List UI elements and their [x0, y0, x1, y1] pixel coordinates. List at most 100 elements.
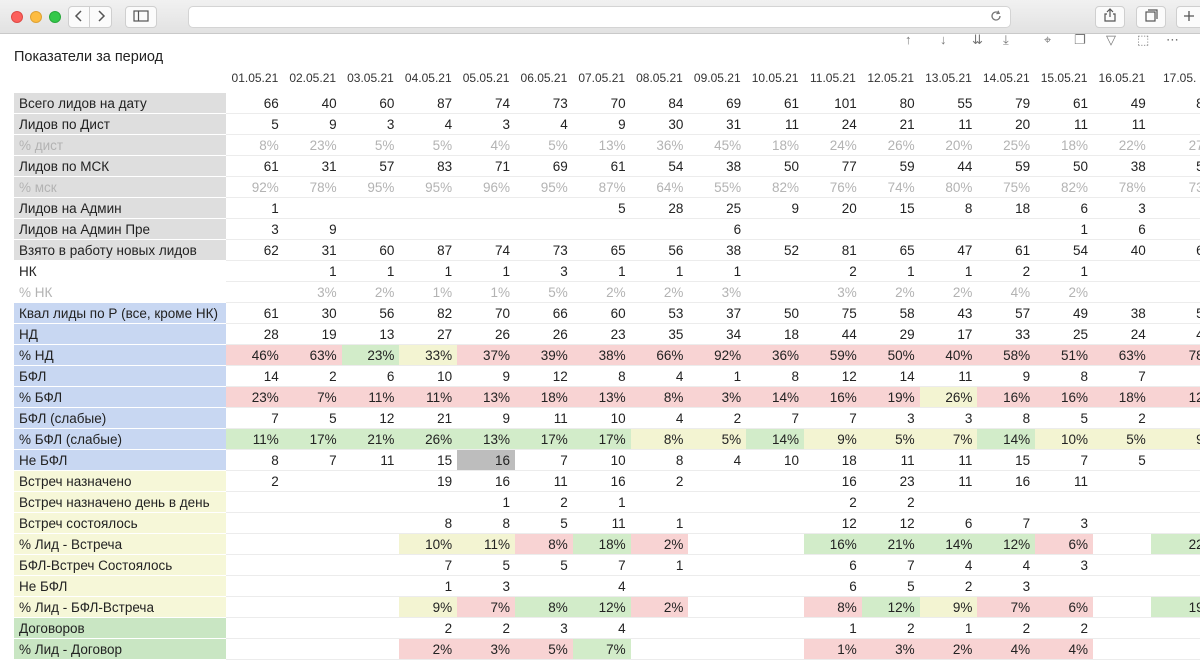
value-cell[interactable]: 5% [515, 639, 573, 660]
value-cell[interactable]: 12% [572, 597, 631, 618]
value-cell[interactable] [688, 492, 747, 513]
value-cell[interactable] [1093, 513, 1151, 534]
value-cell[interactable]: 45% [688, 135, 747, 156]
value-cell[interactable] [1150, 408, 1200, 429]
value-cell[interactable]: 4 [399, 114, 458, 135]
value-cell[interactable]: 30 [283, 303, 342, 324]
value-cell[interactable] [804, 219, 862, 240]
value-cell[interactable]: 1 [457, 261, 515, 282]
value-cell[interactable]: 4 [919, 555, 978, 576]
value-cell[interactable]: 15 [861, 198, 920, 219]
value-cell[interactable]: 5 [515, 555, 573, 576]
value-cell[interactable]: 44 [919, 156, 978, 177]
value-cell[interactable]: 13% [457, 429, 515, 450]
value-cell[interactable]: 59 [861, 156, 920, 177]
value-cell[interactable]: 26 [515, 324, 573, 345]
value-cell[interactable] [1150, 576, 1200, 597]
date-column-header[interactable]: 07.05.21 [578, 71, 626, 85]
value-cell[interactable]: 4% [977, 282, 1036, 303]
value-cell[interactable]: 79 [977, 93, 1036, 114]
value-cell[interactable]: 11% [399, 387, 458, 408]
value-cell[interactable] [341, 618, 400, 639]
value-cell[interactable]: 16 [804, 471, 862, 492]
value-cell[interactable] [1150, 366, 1200, 387]
value-cell[interactable]: 27 [1150, 135, 1200, 156]
value-cell[interactable]: 14% [746, 387, 804, 408]
value-cell[interactable]: 19 [283, 324, 342, 345]
value-cell[interactable]: 11 [341, 450, 400, 471]
value-cell[interactable]: 69 [515, 156, 573, 177]
row-header[interactable]: % БФЛ [14, 387, 226, 408]
value-cell[interactable]: 5 [226, 114, 284, 135]
value-cell[interactable]: 9 [572, 114, 631, 135]
date-column-header[interactable]: 10.05.21 [751, 71, 799, 85]
value-cell[interactable] [515, 198, 573, 219]
value-cell[interactable]: 1 [399, 576, 458, 597]
minimize-window-button[interactable] [30, 11, 42, 23]
value-cell[interactable]: 51% [1035, 345, 1093, 366]
value-cell[interactable]: 60 [341, 93, 400, 114]
value-cell[interactable]: 15 [399, 450, 458, 471]
date-column-header[interactable]: 13.05.21 [925, 71, 972, 85]
value-cell[interactable]: 2 [977, 261, 1036, 282]
value-cell[interactable] [283, 639, 342, 660]
value-cell[interactable]: 11% [457, 534, 515, 555]
value-cell[interactable]: 40 [283, 93, 342, 114]
value-cell[interactable] [283, 198, 342, 219]
more-options-icon[interactable]: ⋯ [1166, 34, 1179, 47]
value-cell[interactable]: 9 [746, 198, 804, 219]
filter-icon[interactable]: ▽ [1106, 34, 1116, 47]
value-cell[interactable]: 10 [746, 450, 804, 471]
value-cell[interactable]: 2% [1035, 282, 1093, 303]
value-cell[interactable]: 95% [515, 177, 573, 198]
value-cell[interactable]: 2% [341, 282, 400, 303]
value-cell[interactable] [1150, 261, 1200, 282]
value-cell[interactable]: 5% [399, 135, 458, 156]
value-cell[interactable]: 24 [804, 114, 862, 135]
value-cell[interactable]: 60 [341, 240, 400, 261]
value-cell[interactable]: 3 [1093, 198, 1151, 219]
value-cell[interactable]: 8 [457, 513, 515, 534]
value-cell[interactable]: 33 [977, 324, 1036, 345]
value-cell[interactable]: 6 [1150, 240, 1200, 261]
value-cell[interactable] [1150, 219, 1200, 240]
value-cell[interactable]: 78% [283, 177, 342, 198]
value-cell[interactable]: 1 [1035, 219, 1093, 240]
value-cell[interactable]: 4% [457, 135, 515, 156]
value-cell[interactable] [1093, 576, 1151, 597]
value-cell[interactable]: 50% [861, 345, 920, 366]
back-button[interactable] [68, 6, 90, 28]
value-cell[interactable]: 1 [226, 198, 284, 219]
value-cell[interactable]: 7% [572, 639, 631, 660]
value-cell[interactable] [688, 471, 747, 492]
value-cell[interactable]: 9 [283, 219, 342, 240]
value-cell[interactable]: 2% [399, 639, 458, 660]
value-cell[interactable]: 64% [630, 177, 689, 198]
row-header[interactable]: Не БФЛ [14, 576, 226, 597]
value-cell[interactable]: 38 [688, 156, 747, 177]
value-cell[interactable]: 10% [1035, 429, 1093, 450]
value-cell[interactable]: 3 [457, 114, 515, 135]
value-cell[interactable]: 59 [977, 156, 1036, 177]
value-cell[interactable]: 20% [919, 135, 978, 156]
value-cell[interactable]: 1% [399, 282, 458, 303]
value-cell[interactable]: 2 [399, 618, 458, 639]
value-cell[interactable]: 7% [283, 387, 342, 408]
value-cell[interactable]: 66 [515, 303, 573, 324]
value-cell[interactable]: 17% [572, 429, 631, 450]
value-cell[interactable]: 10 [572, 450, 631, 471]
value-cell[interactable] [1150, 450, 1200, 471]
value-cell[interactable]: 9 [457, 366, 515, 387]
value-cell[interactable]: 50 [746, 303, 804, 324]
value-cell[interactable]: 59% [804, 345, 862, 366]
value-cell[interactable] [1093, 471, 1151, 492]
value-cell[interactable] [746, 534, 804, 555]
row-header[interactable]: % НД [14, 345, 226, 366]
value-cell[interactable]: 2 [688, 408, 747, 429]
value-cell[interactable]: 6% [1035, 534, 1093, 555]
address-bar[interactable] [188, 6, 1011, 28]
value-cell[interactable]: 38 [1093, 303, 1151, 324]
value-cell[interactable]: 4 [630, 366, 689, 387]
value-cell[interactable]: 25% [977, 135, 1036, 156]
date-column-header[interactable]: 05.05.21 [462, 71, 510, 85]
